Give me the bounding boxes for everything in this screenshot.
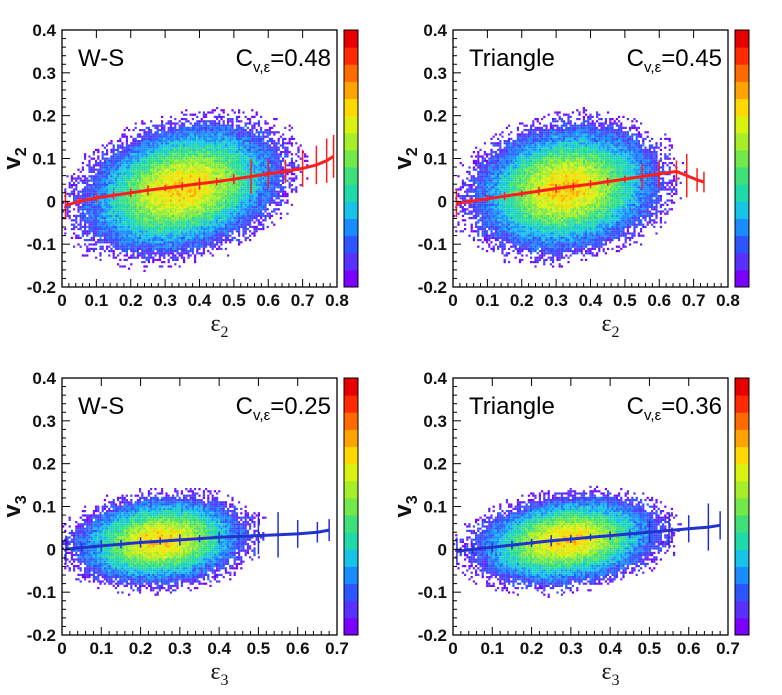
- x-tick-label: 0.6: [647, 291, 671, 310]
- x-tick-label: 0: [448, 639, 457, 658]
- color-scale-bar: [343, 29, 359, 288]
- y-tick-label: 0: [438, 192, 447, 211]
- x-tick-label: 0.7: [682, 291, 706, 310]
- y-tick-label: -0.1: [27, 235, 56, 254]
- y-tick-label: 0.4: [423, 369, 447, 388]
- color-scale-bar: [343, 377, 359, 636]
- x-tick-label: 0.1: [85, 291, 109, 310]
- y-tick-label: -0.2: [418, 278, 447, 297]
- correlation-label: Cv,ε=0.48: [236, 45, 331, 76]
- x-tick-label: 0.7: [291, 291, 315, 310]
- x-tick-label: 0: [57, 291, 66, 310]
- model-label: W-S: [78, 45, 124, 72]
- y-tick-label: 0.1: [423, 498, 447, 517]
- panel-v3-ws: 0 0.1 0.2 0.3 0.4 0.5 0.6 0.7 -0.2 -0.1 0 0.1 0.2 0.3…: [0, 348, 391, 695]
- x-tick-label: 0: [448, 291, 457, 310]
- y-tick-label: 0.2: [32, 107, 56, 126]
- model-label: W-S: [78, 393, 124, 420]
- x-tick-label: 0.3: [544, 291, 568, 310]
- panel-v3-triangle: 0 0.1 0.2 0.3 0.4 0.5 0.6 0.7 -0.2 -0.1 0 0.1 0.2 0.3…: [390, 348, 782, 695]
- x-tick-label: 0.6: [256, 291, 280, 310]
- y-tick-label: 0.3: [32, 412, 56, 431]
- x-axis-title: ε3: [601, 659, 619, 689]
- chart-svg: 0 0.1 0.2 0.3 0.4 0.5 0.6 0.7 -0.2 -0.1 0 0.1 0.2 0.3…: [390, 369, 750, 689]
- y-tick-label: 0.2: [423, 455, 447, 474]
- panel-v2-ws: 0 0.1 0.2 0.3 0.4 0.5 0.6 0.7 0.8 -0.2 -0.1 0 0.1 0.2…: [0, 0, 391, 347]
- y-tick-label: -0.2: [27, 278, 56, 297]
- chart-svg: 0 0.1 0.2 0.3 0.4 0.5 0.6 0.7 -0.2 -0.1 0 0.1 0.2 0.3…: [0, 369, 359, 689]
- x-tick-label: 0.3: [168, 639, 192, 658]
- y-tick-label: 0.4: [32, 21, 56, 40]
- panel-v2-triangle: 0 0.1 0.2 0.3 0.4 0.5 0.6 0.7 0.8 -0.2 -0.1 0 0.1 0.2…: [390, 0, 782, 347]
- y-tick-label: 0.4: [32, 369, 56, 388]
- y-tick-label: 0: [47, 192, 56, 211]
- x-tick-label: 0.8: [716, 291, 740, 310]
- x-tick-label: 0.6: [677, 639, 701, 658]
- x-axis-title: ε2: [601, 311, 619, 341]
- model-label: Triangle: [469, 45, 555, 72]
- x-tick-label: 0.5: [638, 639, 662, 658]
- x-tick-label: 0.3: [559, 639, 583, 658]
- chart-svg: 0 0.1 0.2 0.3 0.4 0.5 0.6 0.7 0.8 -0.2 -0.1 0 0.1 0.2…: [0, 21, 359, 341]
- y-tick-label: -0.1: [418, 235, 447, 254]
- x-tick-label: 0.2: [129, 639, 153, 658]
- x-axis-title: ε3: [210, 659, 228, 689]
- x-axis-title: ε2: [210, 311, 228, 341]
- x-tick-label: 0.3: [153, 291, 177, 310]
- x-tick-label: 0.5: [613, 291, 637, 310]
- y-tick-label: -0.1: [418, 583, 447, 602]
- model-label: Triangle: [469, 393, 555, 420]
- y-tick-label: 0.1: [32, 150, 56, 169]
- y-tick-label: -0.2: [27, 626, 56, 645]
- x-tick-label: 0.4: [188, 291, 212, 310]
- x-tick-label: 0.2: [510, 291, 534, 310]
- chart-svg: 0 0.1 0.2 0.3 0.4 0.5 0.6 0.7 0.8 -0.2 -0.1 0 0.1 0.2…: [390, 21, 750, 341]
- density-heatmap: [453, 107, 687, 268]
- y-tick-label: 0.1: [32, 498, 56, 517]
- y-tick-label: -0.2: [418, 626, 447, 645]
- y-tick-label: 0: [47, 540, 56, 559]
- y-tick-label: 0.2: [32, 455, 56, 474]
- x-tick-label: 0.7: [716, 639, 740, 658]
- y-tick-label: -0.1: [27, 583, 56, 602]
- correlation-label: Cv,ε=0.36: [627, 393, 722, 424]
- color-scale-bar: [734, 377, 750, 636]
- x-tick-label: 0.4: [207, 639, 231, 658]
- y-tick-label: 0.2: [423, 107, 447, 126]
- y-axis-title: v2: [390, 147, 421, 169]
- x-tick-label: 0.1: [89, 639, 113, 658]
- x-tick-label: 0.7: [325, 639, 349, 658]
- x-tick-label: 0: [57, 639, 66, 658]
- density-heatmap: [453, 485, 682, 598]
- y-tick-label: 0.3: [32, 64, 56, 83]
- color-scale-bar: [734, 29, 750, 288]
- x-tick-label: 0.2: [520, 639, 544, 658]
- y-tick-label: 0.3: [423, 64, 447, 83]
- x-tick-label: 0.1: [480, 639, 504, 658]
- y-axis-title: v2: [0, 147, 30, 169]
- y-tick-label: 0.4: [423, 21, 447, 40]
- x-tick-label: 0.6: [286, 639, 310, 658]
- x-tick-label: 0.2: [119, 291, 143, 310]
- x-tick-label: 0.1: [476, 291, 500, 310]
- y-axis-title: v3: [0, 495, 30, 517]
- mean-profile-line: [64, 155, 335, 208]
- correlation-label: Cv,ε=0.25: [236, 393, 331, 424]
- y-tick-label: 0: [438, 540, 447, 559]
- y-axis-title: v3: [390, 495, 421, 517]
- x-tick-label: 0.5: [222, 291, 246, 310]
- x-tick-label: 0.5: [247, 639, 271, 658]
- correlation-label: Cv,ε=0.45: [627, 45, 722, 76]
- y-tick-label: 0.3: [423, 412, 447, 431]
- y-tick-label: 0.1: [423, 150, 447, 169]
- x-tick-label: 0.8: [325, 291, 349, 310]
- x-tick-label: 0.4: [579, 291, 603, 310]
- density-heatmap: [62, 107, 309, 272]
- x-tick-label: 0.4: [598, 639, 622, 658]
- density-heatmap: [62, 488, 267, 596]
